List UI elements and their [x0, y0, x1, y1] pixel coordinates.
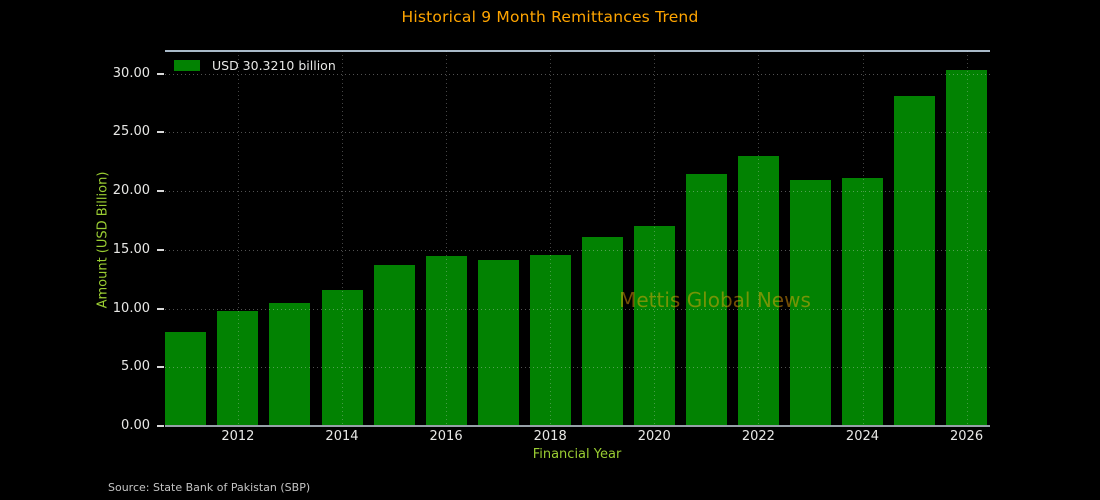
- h-gridline-5: [165, 367, 990, 369]
- v-gridline-2024: [862, 51, 864, 426]
- watermark-text: Mettis Global News: [619, 288, 811, 312]
- legend-swatch: [174, 60, 200, 71]
- h-gridline-10: [165, 308, 990, 310]
- x-tick-label: 2016: [429, 429, 463, 444]
- x-tick-label: 2012: [221, 429, 255, 444]
- bar-2026: [946, 69, 988, 425]
- chart-legend: USD 30.3210 billion: [174, 58, 336, 73]
- x-axis-title: Financial Year: [532, 447, 622, 462]
- bar-2012: [217, 311, 259, 425]
- h-gridline-25: [165, 132, 990, 134]
- legend-label: USD 30.3210 billion: [212, 58, 336, 73]
- y-tick-label: 5.00: [121, 359, 150, 375]
- h-gridline-15: [165, 249, 990, 251]
- x-tick-label: 2018: [533, 429, 567, 444]
- bar-2023: [789, 180, 831, 425]
- y-tick-label: 30.00: [112, 65, 150, 81]
- x-tick-label: 2026: [950, 429, 984, 444]
- y-tick-mark: [157, 72, 164, 75]
- v-gridline-2026: [966, 51, 968, 426]
- y-tick-label: 10.00: [112, 300, 150, 316]
- x-tick-label: 2014: [325, 429, 359, 444]
- y-tick-label: 0.00: [121, 418, 150, 433]
- y-tick-mark: [157, 248, 164, 251]
- h-gridline-30: [165, 73, 990, 75]
- bar-2024: [842, 178, 883, 425]
- y-tick-mark: [157, 366, 164, 369]
- top-spine: [165, 50, 990, 52]
- plot-area: Mettis Global News USD 30.3210 billion: [165, 50, 990, 427]
- bar-2022: [737, 155, 779, 425]
- y-tick-label: 20.00: [112, 183, 150, 199]
- y-tick-label: 25.00: [112, 124, 150, 140]
- bar-2014: [321, 290, 363, 425]
- bar-2015: [373, 265, 415, 425]
- y-tick-label: 15.00: [112, 241, 150, 257]
- x-tick-label: 2020: [637, 429, 671, 444]
- v-gridline-2016: [446, 51, 448, 426]
- bar-2020: [633, 226, 675, 425]
- y-tick-mark: [157, 307, 164, 310]
- x-axis-line: [165, 425, 990, 427]
- v-gridline-2020: [654, 51, 656, 426]
- bar-2019: [581, 236, 623, 425]
- bar-2016: [425, 256, 467, 425]
- chart-title: Historical 9 Month Remittances Trend: [401, 8, 699, 26]
- bar-2013: [269, 302, 311, 425]
- v-gridline-2014: [342, 51, 343, 426]
- bar-2018: [529, 254, 571, 425]
- source-note: Source: State Bank of Pakistan (SBP): [108, 481, 311, 494]
- h-gridline-20: [165, 191, 990, 193]
- y-tick-mark: [157, 425, 164, 427]
- y-tick-mark: [157, 131, 164, 134]
- v-gridline-2018: [550, 51, 552, 426]
- bar-2025: [894, 96, 935, 425]
- bar-2021: [685, 174, 727, 425]
- x-tick-label: 2022: [741, 429, 775, 444]
- bar-2017: [477, 259, 519, 425]
- v-gridline-2012: [237, 51, 239, 426]
- bar-2011: [165, 331, 207, 425]
- y-tick-mark: [157, 190, 164, 193]
- x-tick-label: 2024: [845, 429, 880, 444]
- v-gridline-2022: [758, 51, 760, 426]
